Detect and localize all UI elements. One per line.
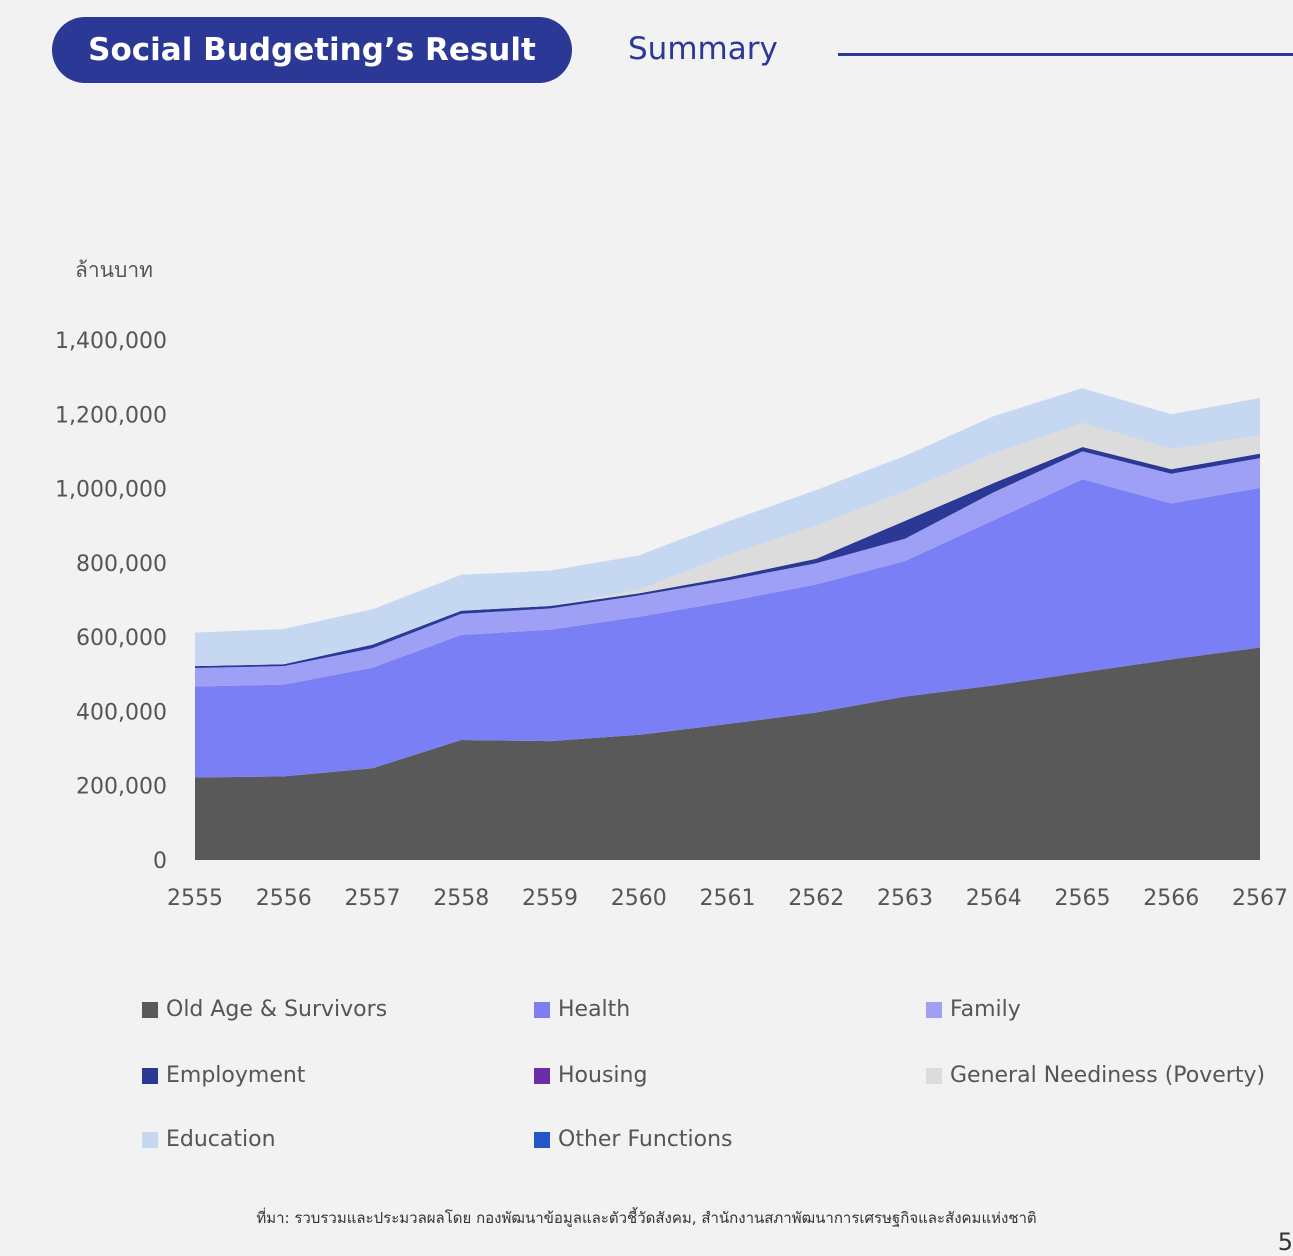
- x-tick-label: 2555: [167, 886, 223, 911]
- section-title: Social Budgeting’s Result: [88, 32, 536, 68]
- x-tick-label: 2564: [966, 886, 1022, 911]
- source-note: ที่มา: รวบรวมและประมวลผลโดย กองพัฒนาข้อม…: [256, 1209, 1037, 1227]
- y-tick-label: 600,000: [76, 626, 167, 651]
- chart-areas: [195, 388, 1260, 860]
- x-tick-label: 2560: [611, 886, 667, 911]
- y-tick-label: 0: [153, 849, 167, 874]
- y-tick-label: 200,000: [76, 775, 167, 800]
- y-tick-label: 1,000,000: [55, 478, 167, 503]
- x-tick-label: 2562: [788, 886, 844, 911]
- x-axis-ticks: 2555 2556 2557 2558 2559 2560 2561 2562 2563 2564…: [167, 886, 1288, 911]
- x-tick-label: 2556: [256, 886, 312, 911]
- y-tick-label: 400,000: [76, 700, 167, 725]
- y-tick-label: 1,200,000: [55, 403, 167, 428]
- area-education: [195, 388, 1260, 667]
- section-subtitle: Summary: [628, 31, 778, 67]
- x-tick-label: 2561: [700, 886, 756, 911]
- area-old-age-survivors: [195, 647, 1260, 860]
- page-number: 5: [1277, 1228, 1293, 1256]
- x-tick-label: 2557: [345, 886, 401, 911]
- x-tick-label: 2566: [1143, 886, 1199, 911]
- y-tick-label: 800,000: [76, 552, 167, 577]
- x-tick-label: 2563: [877, 886, 933, 911]
- y-axis-label: ล้านบาท: [75, 258, 153, 282]
- y-tick-label: 1,400,000: [55, 329, 167, 354]
- area-employment: [195, 446, 1260, 668]
- header-divider: [838, 53, 1293, 56]
- y-axis-ticks: 0 200,000 400,000 600,000 800,000 1,000,000 1,…: [55, 329, 167, 874]
- x-tick-label: 2559: [522, 886, 578, 911]
- area-general-neediness-poverty: [195, 422, 1260, 667]
- x-tick-label: 2567: [1232, 886, 1288, 911]
- x-tick-label: 2558: [433, 886, 489, 911]
- area-health: [195, 479, 1260, 778]
- x-tick-label: 2565: [1055, 886, 1111, 911]
- area-family: [195, 451, 1260, 687]
- section-title-badge: Social Budgeting’s Result: [52, 17, 572, 83]
